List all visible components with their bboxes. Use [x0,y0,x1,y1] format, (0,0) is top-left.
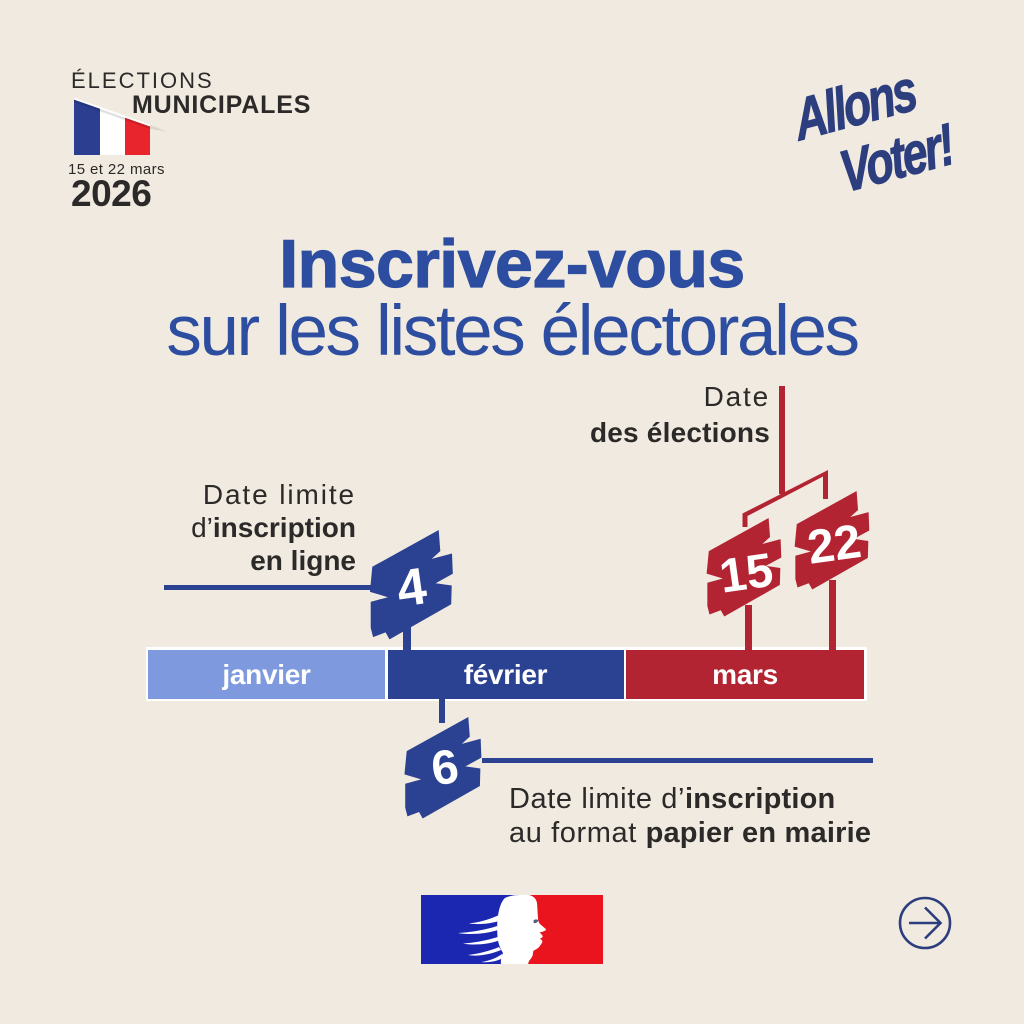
svg-text:22: 22 [804,515,864,575]
svg-text:15: 15 [716,544,776,604]
